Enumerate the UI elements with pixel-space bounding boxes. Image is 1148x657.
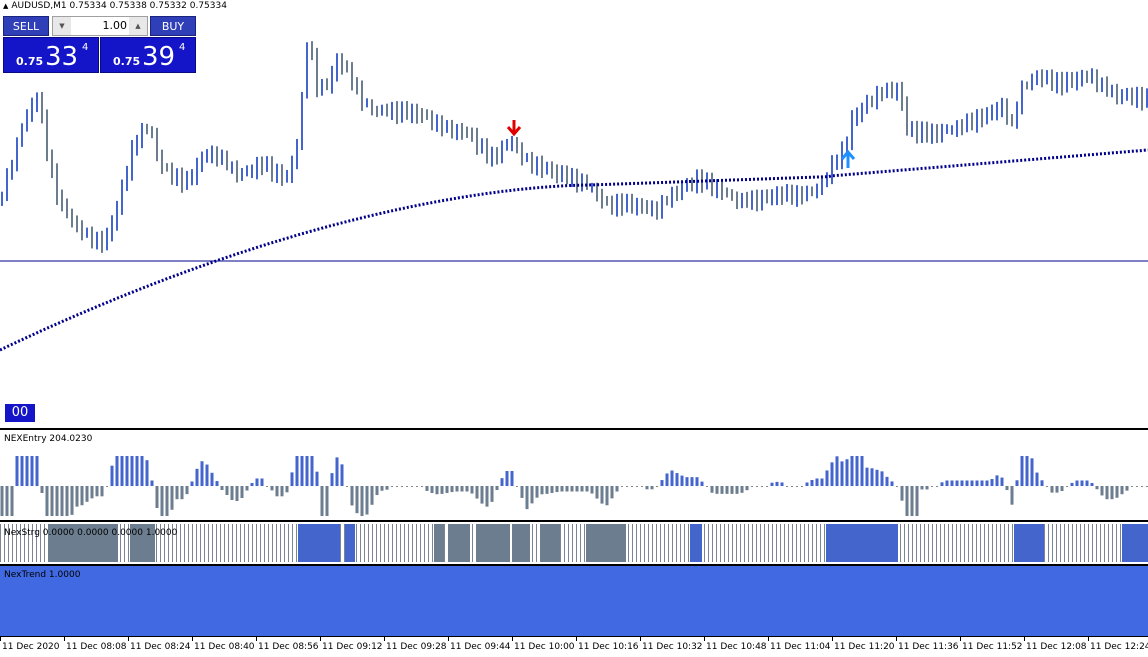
sell-price-box[interactable]: 0.75 33 4 xyxy=(3,37,99,73)
strength-block xyxy=(540,524,560,562)
nexentry-label: NEXEntry 204.0230 xyxy=(4,434,93,444)
strength-block xyxy=(130,524,155,562)
time-label: 11 Dec 10:16 xyxy=(578,642,639,652)
buy-button[interactable]: BUY xyxy=(150,16,196,36)
buy-price-box[interactable]: 0.75 39 4 xyxy=(100,37,196,73)
strength-block xyxy=(476,524,510,562)
sell-signal-arrow-icon xyxy=(506,120,522,137)
buy-price-prefix: 0.75 xyxy=(113,55,141,68)
time-label: 11 Dec 08:40 xyxy=(194,642,255,652)
nextrend-label: NexTrend 1.0000 xyxy=(4,570,81,580)
moving-average-line xyxy=(0,148,1148,352)
time-tick xyxy=(896,637,897,641)
time-label: 11 Dec 09:44 xyxy=(450,642,511,652)
strength-block xyxy=(512,524,530,562)
time-tick xyxy=(768,637,769,641)
time-tick xyxy=(384,637,385,641)
lot-increase-icon[interactable]: ▲ xyxy=(129,17,147,35)
strength-block xyxy=(1122,524,1148,562)
nextrend-pane[interactable]: NexTrend 1.0000 xyxy=(0,566,1148,636)
time-label: 11 Dec 11:52 xyxy=(962,642,1023,652)
time-tick xyxy=(1024,637,1025,641)
time-label: 11 Dec 12:24 xyxy=(1090,642,1148,652)
time-label: 11 Dec 09:12 xyxy=(322,642,383,652)
time-tick xyxy=(192,637,193,641)
time-label: 11 Dec 10:00 xyxy=(514,642,575,652)
sell-button[interactable]: SELL xyxy=(3,16,49,36)
nexstrg-label: NexStrg 0.0000 0.0000 0.0000 1.0000 xyxy=(4,528,178,538)
time-tick xyxy=(960,637,961,641)
time-tick xyxy=(256,637,257,641)
time-tick xyxy=(0,637,1,641)
lot-size-field[interactable]: ▼ 1.00 ▲ xyxy=(52,16,148,36)
time-tick xyxy=(832,637,833,641)
buy-price-pips: 39 xyxy=(142,42,176,72)
pane-separator[interactable] xyxy=(0,428,1148,430)
time-label: 11 Dec 08:56 xyxy=(258,642,319,652)
one-click-trading-panel: SELL ▼ 1.00 ▲ BUY 0.75 33 4 0.75 39 4 xyxy=(3,16,196,73)
strength-block xyxy=(48,524,118,562)
strength-block xyxy=(586,524,626,562)
time-label: 11 Dec 2020 xyxy=(2,642,60,652)
time-tick xyxy=(448,637,449,641)
time-label: 11 Dec 10:48 xyxy=(706,642,767,652)
nexentry-pane[interactable]: NEXEntry 204.0230 xyxy=(0,430,1148,520)
lot-decrease-icon[interactable]: ▼ xyxy=(53,17,71,35)
time-tick xyxy=(1088,637,1089,641)
nexstrg-bars xyxy=(0,524,1148,562)
strength-block xyxy=(826,524,898,562)
time-label: 11 Dec 11:04 xyxy=(770,642,831,652)
buy-signal-arrow-icon xyxy=(840,149,856,168)
strength-block xyxy=(1014,524,1044,562)
price-chart-pane[interactable]: ▲ AUDUSD,M1 0.75334 0.75338 0.75332 0.753… xyxy=(0,0,1148,428)
strength-block xyxy=(434,524,444,562)
time-tick xyxy=(128,637,129,641)
candle-timer-box: 00 xyxy=(5,404,35,422)
symbol-quote-text: AUDUSD,M1 0.75334 0.75338 0.75332 0.7533… xyxy=(11,1,227,11)
nexstrg-pane[interactable]: NexStrg 0.0000 0.0000 0.0000 1.0000 xyxy=(0,522,1148,564)
time-tick xyxy=(64,637,65,641)
time-label: 11 Dec 09:28 xyxy=(386,642,447,652)
strength-block xyxy=(690,524,702,562)
time-label: 11 Dec 08:24 xyxy=(130,642,191,652)
time-tick xyxy=(512,637,513,641)
strength-block xyxy=(345,524,355,562)
sell-price-fraction: 4 xyxy=(82,42,89,53)
sell-price-prefix: 0.75 xyxy=(16,55,44,68)
time-label: 11 Dec 11:36 xyxy=(898,642,959,652)
time-tick xyxy=(320,637,321,641)
time-label: 11 Dec 11:20 xyxy=(834,642,895,652)
buy-price-fraction: 4 xyxy=(179,42,186,53)
collapse-triangle-icon[interactable]: ▲ xyxy=(3,2,9,10)
time-tick xyxy=(576,637,577,641)
time-tick xyxy=(640,637,641,641)
nexentry-histogram xyxy=(0,456,1148,516)
sell-price-pips: 33 xyxy=(45,42,79,72)
lot-size-value[interactable]: 1.00 xyxy=(102,19,128,32)
time-label: 11 Dec 08:08 xyxy=(66,642,127,652)
time-label: 11 Dec 10:32 xyxy=(642,642,703,652)
symbol-header: ▲ AUDUSD,M1 0.75334 0.75338 0.75332 0.753… xyxy=(3,1,227,11)
time-axis[interactable]: 11 Dec 2020 11 Dec 08:08 11 Dec 08:24 11 De… xyxy=(0,636,1148,657)
time-tick xyxy=(704,637,705,641)
price-chart-canvas[interactable] xyxy=(0,0,1148,428)
strength-block xyxy=(298,524,340,562)
time-label: 11 Dec 12:08 xyxy=(1026,642,1087,652)
pane-separator[interactable] xyxy=(0,520,1148,522)
pane-separator[interactable] xyxy=(0,564,1148,566)
strength-block xyxy=(448,524,470,562)
